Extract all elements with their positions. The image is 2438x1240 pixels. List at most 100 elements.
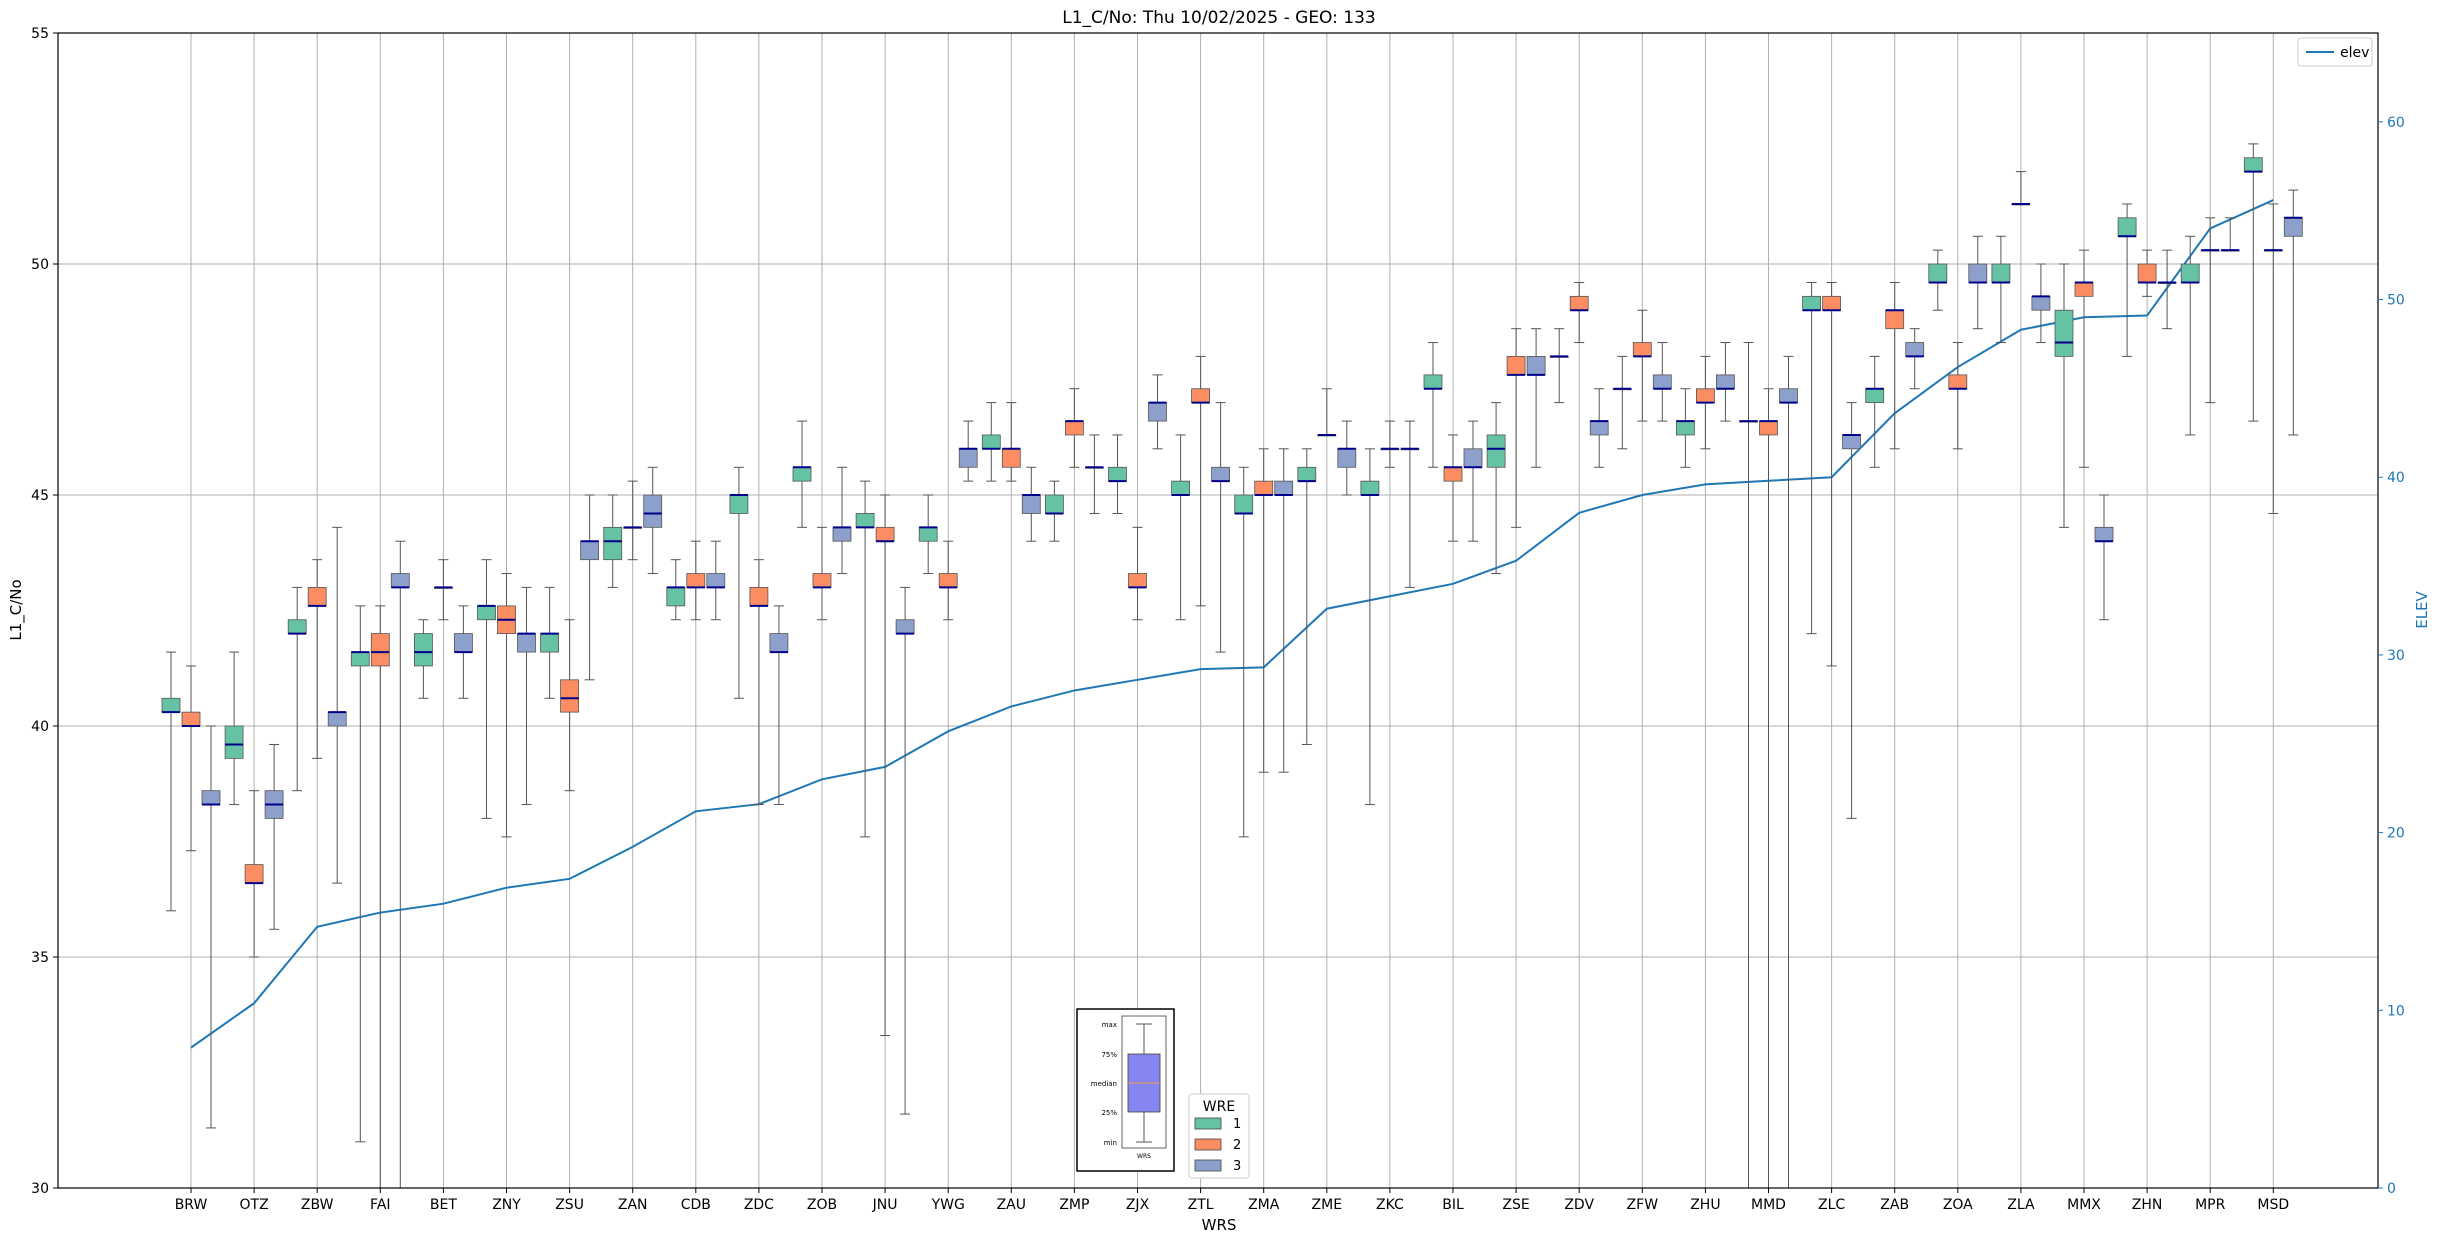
- box-body-ZSE-3: [1526, 355, 1546, 376]
- box-ZMP-wre-2: [1065, 388, 1084, 468]
- y2-tick-label-60: 60: [2387, 115, 2405, 131]
- box-body-ZHU-1: [1676, 420, 1695, 436]
- box-ZAU-wre-1: [981, 402, 1001, 482]
- wre-legend-label-1: 1: [1233, 1117, 1241, 1132]
- x-tick-label-ZHU: ZHU: [1690, 1197, 1720, 1213]
- box-ZAB-wre-2: [1885, 281, 1905, 450]
- box-ZNY-wre-1: [477, 559, 496, 819]
- box-ZDV-wre-1: [1549, 328, 1569, 404]
- box-body-ZOA-1: [1928, 263, 1948, 283]
- box-ZSU-wre-1: [540, 586, 559, 699]
- x-tick-label-ZLA: ZLA: [2007, 1197, 2035, 1213]
- box-MSD-wre-1: [2243, 143, 2263, 422]
- box-BET-wre-3: [453, 605, 473, 699]
- x-tick-label-ZTL: ZTL: [1188, 1197, 1214, 1213]
- x-tick-label-ZJX: ZJX: [1126, 1197, 1150, 1213]
- box-body-JNU-1: [855, 513, 875, 528]
- box-body-ZLA-3: [2031, 295, 2051, 311]
- elev-legend: elev: [2297, 37, 2373, 67]
- box-ZOA-wre-3: [1968, 235, 1988, 330]
- box-body-ZTL-2: [1191, 388, 1210, 403]
- box-OTZ-wre-2: [244, 790, 264, 958]
- box-ZOB-wre-2: [812, 526, 832, 621]
- box-body-ZLA-1: [1991, 263, 2011, 283]
- box-ZAN-wre-3: [643, 466, 663, 575]
- inset-label-75: 75%: [1101, 1051, 1117, 1059]
- box-body-ZSU-3: [580, 540, 599, 561]
- box-ZSE-wre-3: [1526, 328, 1546, 468]
- box-body-ZDC-3: [769, 633, 789, 653]
- x-tick-label-BET: BET: [430, 1197, 457, 1213]
- box-body-OTZ-1: [224, 725, 244, 759]
- box-JNU-wre-3: [895, 586, 915, 1115]
- box-body-ZMP-1: [1045, 494, 1064, 514]
- box-ZME-wre-2: [1317, 388, 1337, 437]
- box-body-ZSU-1: [540, 633, 559, 653]
- box-CDB-wre-2: [686, 540, 706, 621]
- box-body-ZAN-3: [643, 494, 663, 528]
- box-ZFW-wre-3: [1652, 342, 1672, 422]
- box-ZBW-wre-1: [287, 586, 307, 792]
- box-ZAN-wre-2: [623, 480, 643, 561]
- box-body-ZDV-2: [1569, 295, 1589, 311]
- box-ZTL-wre-3: [1211, 402, 1230, 653]
- box-body-ZFW-3: [1652, 374, 1672, 390]
- box-body-FAI-1: [350, 651, 370, 667]
- box-body-ZAB-1: [1865, 388, 1885, 403]
- wre-legend-title: WRE: [1203, 1099, 1235, 1115]
- box-JNU-wre-2: [875, 494, 895, 1037]
- box-YWG-wre-3: [958, 420, 978, 482]
- box-body-ZJX-1: [1108, 466, 1127, 482]
- box-ZMP-wre-3: [1085, 434, 1104, 514]
- box-body-JNU-3: [895, 619, 915, 634]
- box-body-ZBW-1: [287, 619, 307, 634]
- box-body-ZAU-2: [1001, 448, 1021, 468]
- box-BRW-wre-1: [161, 651, 181, 912]
- box-BIL-wre-1: [1423, 342, 1443, 468]
- box-MMD-wre-1: [1739, 342, 1758, 1189]
- box-body-ZSE-2: [1506, 355, 1526, 376]
- box-FAI-wre-2: [370, 605, 390, 1189]
- box-body-ZJX-2: [1128, 573, 1147, 588]
- box-body-ZMA-3: [1274, 480, 1294, 496]
- x-tick-label-ZAN: ZAN: [618, 1197, 648, 1213]
- box-ZTL-wre-1: [1171, 434, 1190, 621]
- box-body-MMD-3: [1779, 388, 1798, 403]
- wre-legend-label-3: 3: [1233, 1159, 1241, 1174]
- box-JNU-wre-1: [855, 480, 875, 838]
- box-ZHN-wre-3: [2157, 249, 2177, 330]
- x-axis: BRW OTZ ZBW FAI BET ZNY ZSU ZAN CDB ZDC ZOB JNU YWG Z…: [175, 1188, 2289, 1213]
- box-ZLC-wre-1: [1802, 281, 1821, 635]
- y-tick-label-35: 35: [31, 950, 49, 966]
- box-body-ZTL-3: [1211, 466, 1230, 482]
- box-body-ZBW-2: [307, 587, 327, 607]
- elev-legend-label: elev: [2340, 45, 2369, 61]
- box-body-ZOA-3: [1968, 263, 1988, 283]
- x-tick-label-ZBW: ZBW: [301, 1197, 334, 1213]
- box-ZME-wre-1: [1297, 448, 1317, 745]
- x-tick-label-ZDC: ZDC: [744, 1197, 774, 1213]
- box-ZNY-wre-2: [497, 573, 516, 838]
- elev-line: [190, 199, 2274, 1049]
- box-ZBW-wre-3: [327, 526, 347, 884]
- box-ZOA-wre-1: [1928, 249, 1948, 311]
- box-FAI-wre-3: [390, 540, 410, 1189]
- x-tick-label-JNU: JNU: [872, 1197, 898, 1213]
- chart-title: L1_C/No: Thu 10/02/2025 - GEO: 133: [1062, 8, 1375, 28]
- box-CDB-wre-1: [666, 559, 686, 621]
- box-body-ZAB-3: [1905, 342, 1925, 357]
- plot-frame: [57, 32, 2379, 1189]
- box-body-ZNY-3: [517, 633, 536, 653]
- box-body-ZKC-1: [1360, 480, 1380, 496]
- x-tick-label-ZDV: ZDV: [1564, 1197, 1594, 1213]
- box-ZMA-wre-2: [1254, 448, 1274, 773]
- box-body-OTZ-2: [244, 864, 264, 884]
- box-body-ZME-1: [1297, 466, 1317, 482]
- box-body-MMX-2: [2074, 282, 2094, 297]
- box-ZLA-wre-1: [1991, 235, 2011, 344]
- box-body-BRW-3: [201, 790, 221, 805]
- y-axis-label: L1_C/No: [7, 579, 26, 640]
- box-ZDV-wre-2: [1569, 281, 1589, 344]
- x-tick-label-CDB: CDB: [681, 1197, 711, 1213]
